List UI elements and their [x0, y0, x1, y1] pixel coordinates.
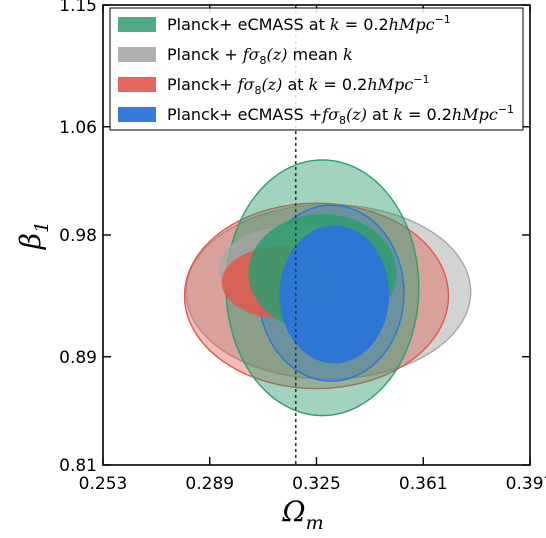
- y-tick-label: 0.89: [59, 348, 97, 368]
- legend-label-red: Planck+ fσ8(z) at k = 0.2hMpc−1: [167, 73, 429, 97]
- legend-swatch-green: [118, 17, 156, 32]
- y-ticks: 0.81 0.89 0.98 1.06 1.15: [59, 0, 530, 476]
- y-tick-label: 0.98: [59, 226, 97, 246]
- legend-swatch-blue: [118, 107, 156, 122]
- x-tick-label: 0.289: [185, 474, 234, 494]
- legend: Planck+ eCMASS at k = 0.2hMpc−1 Planck +…: [109, 7, 524, 131]
- y-tick-label: 1.06: [59, 118, 97, 138]
- x-tick-label: 0.325: [292, 474, 341, 494]
- x-axis-title: Ωm: [281, 495, 323, 534]
- x-tick-label: 0.253: [79, 474, 128, 494]
- y-axis-title: β1: [14, 221, 53, 250]
- contour68-planck-ecmass-f-8-z-at-k-0-2hmpc-1: [279, 225, 390, 364]
- x-tick-label: 0.361: [399, 474, 448, 494]
- legend-swatch-gray: [118, 47, 156, 62]
- legend-label-gray: Planck + fσ8(z) mean k: [167, 45, 353, 67]
- x-tick-label: 0.397: [506, 474, 546, 494]
- legend-swatch-red: [118, 77, 156, 92]
- legend-box: [109, 7, 524, 131]
- contour-layer: [183, 159, 472, 417]
- x-ticks: 0.253 0.289 0.325 0.361 0.397: [79, 5, 546, 494]
- y-tick-label: 1.15: [59, 0, 97, 16]
- legend-label-green: Planck+ eCMASS at k = 0.2hMpc−1: [167, 13, 451, 34]
- y-tick-label: 0.81: [59, 456, 97, 476]
